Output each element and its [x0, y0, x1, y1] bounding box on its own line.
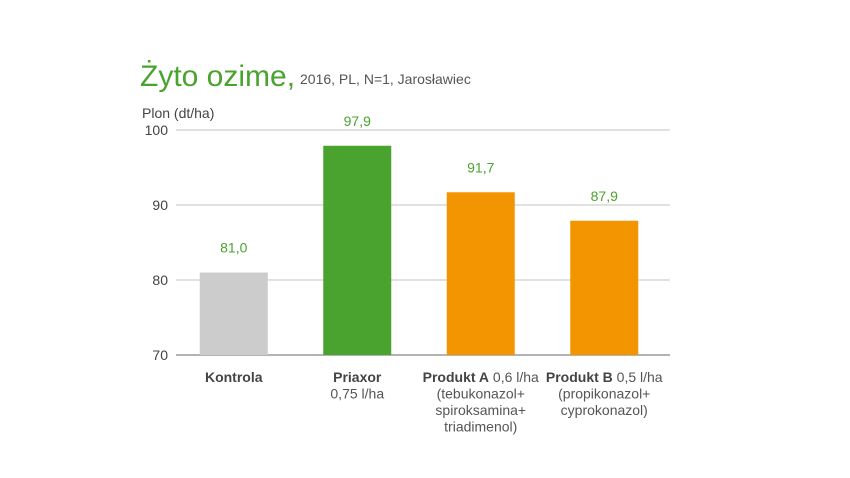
data-label: 97,9 [344, 113, 371, 129]
y-axis-label: Plon (dt/ha) [142, 105, 214, 121]
bar [199, 272, 268, 355]
bar [323, 145, 392, 355]
x-tick-label: Kontrola [205, 369, 263, 385]
category-detail: (propikonazol+ [558, 386, 650, 402]
category-dose: 0,6 l/ha [489, 369, 539, 385]
category-detail: 0,75 l/ha [330, 386, 384, 402]
y-tick-label: 70 [152, 347, 168, 363]
data-label: 81,0 [220, 240, 247, 256]
bars [199, 145, 639, 355]
category-detail: triadimenol) [444, 419, 517, 435]
data-label: 87,9 [591, 188, 618, 204]
bar [570, 220, 639, 355]
data-labels: 81,0 97,9 91,7 87,9 [220, 113, 618, 256]
chart-subtitle: 2016, PL, N=1, Jarosławiec [300, 71, 471, 87]
category-name: Priaxor [333, 369, 382, 385]
category-detail: (tebukonazol+ [437, 386, 525, 402]
category-dose: 0,5 l/ha [613, 369, 663, 385]
category-name: Produkt B [546, 369, 613, 385]
category-detail: spiroksamina+ [435, 402, 526, 418]
x-tick-label: Produkt B 0,5 l/ha [546, 369, 663, 385]
y-tick-label: 90 [152, 197, 168, 213]
x-tick-label: Priaxor [333, 369, 382, 385]
category-detail: cyprokonazol) [561, 402, 648, 418]
chart-title: Żyto ozime, [140, 60, 295, 93]
y-tick-label: 80 [152, 272, 168, 288]
bar [446, 192, 515, 355]
data-label: 91,7 [467, 159, 494, 175]
category-name: Produkt A [423, 369, 489, 385]
category-name: Kontrola [205, 369, 263, 385]
x-tick-label: Produkt A 0,6 l/ha [423, 369, 539, 385]
y-tick-label: 100 [145, 122, 169, 138]
